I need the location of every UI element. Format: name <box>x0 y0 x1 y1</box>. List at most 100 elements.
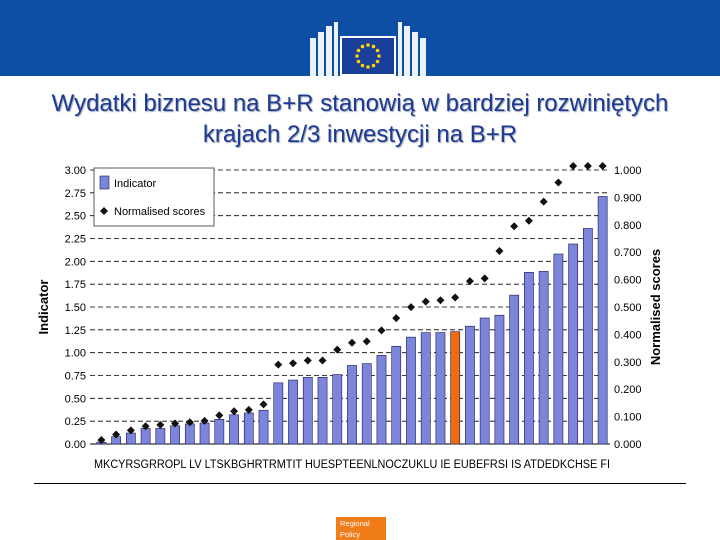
bar-GR <box>140 428 151 445</box>
legend-swatch-indicator <box>99 175 110 190</box>
point-PL <box>171 419 180 428</box>
bar-SK <box>214 419 225 445</box>
bar-BG <box>229 414 239 445</box>
y-tick-label: 2.25 <box>65 234 86 246</box>
bar-RO <box>155 428 166 445</box>
point-HR <box>244 405 253 414</box>
point-FI <box>598 162 607 170</box>
y-tick-label: 0.50 <box>65 393 86 405</box>
bar-RS <box>125 432 136 445</box>
y2-tick-label: 0.200 <box>614 384 642 396</box>
bar-IE <box>435 332 446 445</box>
bar-UK <box>406 336 416 445</box>
bar-EE <box>347 365 357 445</box>
bar-PL <box>170 425 180 445</box>
bar-FI <box>597 196 608 445</box>
point-LT <box>200 416 209 425</box>
bar-DE <box>538 271 549 445</box>
point-DE <box>539 197 548 206</box>
legend-label-normalised: Normalised scores <box>114 206 206 218</box>
bar-LU <box>420 332 431 445</box>
point-SI <box>495 246 504 255</box>
bar-AT <box>524 271 534 445</box>
legend-swatch-normalised <box>100 207 108 215</box>
bar-DK <box>553 253 564 445</box>
y-tick-label: 1.00 <box>65 348 86 360</box>
point-SK <box>215 411 224 420</box>
legend-label-indicator: Indicator <box>114 178 157 190</box>
y-axis-title: Indicator <box>36 280 51 335</box>
y2-tick-label: 0.500 <box>614 302 642 314</box>
y2-tick-label: 0.900 <box>614 192 642 204</box>
y2-tick-label: 0.000 <box>614 439 642 451</box>
bar-FR <box>479 317 490 445</box>
regional-policy-badge: Regional Policy <box>336 517 386 540</box>
point-DK <box>554 178 563 187</box>
point-RS <box>126 426 135 435</box>
point-FR <box>480 274 489 283</box>
y-tick-label: 0.75 <box>65 371 86 383</box>
bar-NL <box>361 363 372 445</box>
point-IS <box>510 222 519 231</box>
point-PT <box>333 345 342 354</box>
point-CY <box>112 430 121 439</box>
bar-CZ <box>391 345 402 445</box>
bar-EU <box>450 331 461 445</box>
point-MK <box>97 436 106 444</box>
y2-tick-label: 0.300 <box>614 357 642 369</box>
x-tick-labels: MKCYRSGRROPL LV LTSKBGHRTRMTIT HUESPTEEN… <box>94 459 610 471</box>
bar-BE <box>465 325 475 445</box>
eu-commission-logo <box>310 22 426 76</box>
y-tick-label: 1.75 <box>65 279 86 291</box>
bar-HU <box>302 377 313 445</box>
bar-LV <box>184 423 195 445</box>
point-NL <box>362 337 371 346</box>
bar-SE <box>583 228 593 445</box>
y-tick-label: 2.00 <box>65 256 86 268</box>
badge-line-2: Policy <box>340 530 361 539</box>
point-EU <box>451 293 460 302</box>
y-tick-label: 0.25 <box>65 416 86 428</box>
point-LV <box>185 418 194 427</box>
y-tick-label: 1.50 <box>65 302 86 314</box>
point-SE <box>583 162 592 170</box>
y2-tick-label: 0.400 <box>614 329 642 341</box>
point-TR <box>259 400 268 409</box>
badge-line-1: Regional <box>340 519 370 528</box>
point-RO <box>156 420 165 429</box>
bar-SI <box>494 314 505 445</box>
point-MT <box>274 360 283 369</box>
bar-HR <box>243 412 254 445</box>
point-IT <box>289 359 298 368</box>
bar-PT <box>332 374 343 445</box>
bar-IS <box>509 294 520 445</box>
point-IE <box>436 296 445 305</box>
point-BG <box>230 407 239 416</box>
point-CH <box>569 162 578 170</box>
bar-NO <box>376 355 387 445</box>
point-UK <box>406 303 415 312</box>
y2-tick-label: 1.000 <box>614 165 642 177</box>
point-EE <box>348 338 356 347</box>
point-NO <box>377 326 386 335</box>
slide-title: Wydatki biznesu na B+R stanowią w bardzi… <box>51 90 669 148</box>
y2-tick-label: 0.700 <box>614 247 642 259</box>
legend-box <box>93 167 215 227</box>
y2-tick-label: 0.100 <box>614 412 642 424</box>
point-AT <box>524 216 533 225</box>
bar-MT <box>273 382 284 445</box>
bar-IT <box>288 379 298 445</box>
point-LU <box>421 297 430 306</box>
point-ES <box>318 356 327 365</box>
y-tick-label: 2.50 <box>65 211 86 223</box>
y-tick-label: 2.75 <box>65 188 86 200</box>
bar-TR <box>258 409 269 445</box>
bar-ES <box>317 377 328 445</box>
y2-tick-label: 0.800 <box>614 220 642 232</box>
point-HU <box>303 356 312 365</box>
bar-LT <box>199 422 210 445</box>
y2-axis-title: Normalised scores <box>648 249 663 365</box>
bar-CH <box>568 243 579 445</box>
y-tick-label: 0.00 <box>65 439 86 451</box>
point-CZ <box>392 314 401 323</box>
